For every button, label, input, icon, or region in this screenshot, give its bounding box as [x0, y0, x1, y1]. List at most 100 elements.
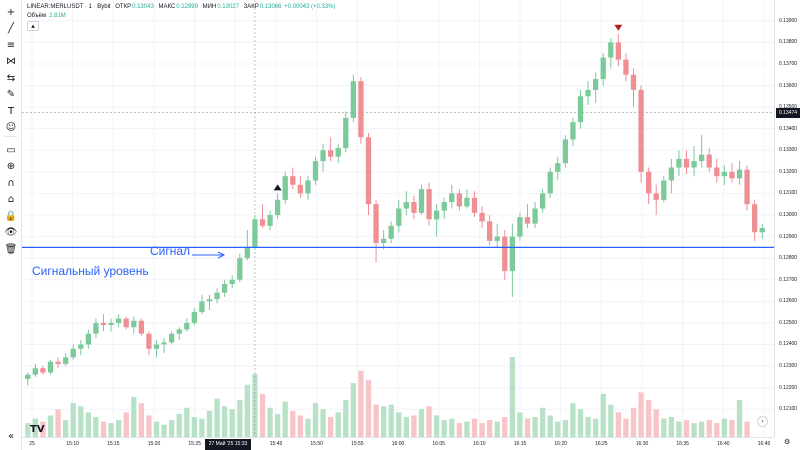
volume-bar	[25, 423, 31, 437]
lock-draw-icon[interactable]: ⌂	[7, 194, 15, 205]
price-scale[interactable]: 0.13474 0.13900 0.13800 0.13700 0.13600 0.13…	[774, 0, 800, 437]
volume-bar	[146, 415, 152, 437]
volume-bar	[343, 400, 349, 437]
volume-bar	[600, 393, 606, 437]
volume-bar	[577, 409, 584, 437]
brush-icon[interactable]: ✎	[6, 89, 16, 100]
price-tick-label: 0.13700	[779, 60, 798, 67]
symbol-title[interactable]: LINEAR:MERLUSDT · 1 · Bybit	[27, 4, 111, 10]
volume-bar	[418, 409, 425, 437]
lock-icon[interactable]: 🔒	[4, 210, 18, 222]
crosshair-icon[interactable]: +	[6, 6, 16, 18]
candle-body	[168, 333, 175, 343]
candle-body	[25, 374, 31, 379]
candle-body	[274, 199, 281, 215]
eye-icon[interactable]: 👁	[4, 227, 18, 238]
scroll-to-realtime-icon[interactable]: ›	[757, 416, 768, 427]
time-tick-label: 15:10	[66, 441, 79, 447]
volume-bar	[388, 404, 394, 437]
volume-bar	[138, 403, 145, 437]
volume-bar	[608, 404, 614, 437]
price-tick-label: 0.13100	[779, 190, 798, 197]
pattern-icon[interactable]: ⋈	[6, 56, 16, 67]
candle-body	[615, 42, 622, 60]
candle-body	[297, 184, 304, 194]
candle-body	[683, 158, 690, 168]
trendline-icon[interactable]: ╱	[7, 23, 15, 34]
candle-body	[645, 171, 652, 194]
text-icon[interactable]: T	[7, 105, 15, 117]
volume-bar	[282, 401, 288, 437]
candle-body	[600, 57, 606, 80]
candle-body	[343, 117, 349, 149]
candle-body	[661, 180, 667, 200]
candle-body	[502, 236, 508, 272]
candle-body	[570, 122, 576, 140]
volume-value: 2.81M	[49, 13, 66, 19]
drawing-toolbar: + ╱ ≡ ⋈ ⇆ ✎ T ☺ ▭ ⊕ ∩ ⌂ 🔒 👁 🗑 «	[0, 0, 22, 450]
chart-pane[interactable]	[22, 0, 774, 437]
zoom-in-icon[interactable]: ⊕	[6, 161, 16, 172]
candle-body	[229, 279, 235, 285]
volume-bar	[486, 420, 493, 437]
signal-annotation[interactable]: Сигнал	[150, 244, 191, 258]
volume-bar	[714, 423, 720, 437]
candle-body	[668, 167, 675, 181]
fib-icon[interactable]: ≡	[6, 39, 16, 51]
volume-bar	[62, 420, 69, 437]
price-tick-label: 0.13400	[779, 125, 798, 132]
candle-body	[47, 361, 54, 373]
volume-bar	[297, 415, 304, 437]
trash-icon[interactable]: 🗑	[4, 243, 18, 255]
volume-bar	[199, 418, 205, 437]
candle-body	[259, 219, 266, 226]
ruler-icon[interactable]: ▭	[6, 144, 16, 156]
price-tick-label: 0.12700	[779, 276, 798, 283]
volume-bar	[108, 423, 114, 437]
candle-body	[744, 169, 750, 205]
legend-collapse-icon[interactable]: ▴	[27, 21, 39, 31]
volume-bar	[244, 384, 251, 437]
candlestick-chart[interactable]	[22, 0, 774, 437]
candle-body	[312, 161, 319, 181]
volume-bar	[358, 370, 364, 437]
scale-settings-icon[interactable]: ⚙	[784, 438, 791, 446]
time-tick-label: 15:50	[310, 441, 323, 447]
high-label: МАКС	[158, 4, 176, 10]
candle-body	[221, 284, 228, 293]
magnet-icon[interactable]: ∩	[7, 177, 15, 189]
volume-bar	[403, 417, 410, 437]
price-tick-label: 0.13600	[779, 82, 798, 89]
candle-body	[78, 344, 84, 349]
candle-body	[206, 299, 213, 302]
candle-body	[706, 154, 712, 168]
emoji-icon[interactable]: ☺	[5, 122, 17, 133]
candle-body	[335, 148, 341, 157]
price-tick-label: 0.12400	[779, 341, 798, 348]
volume-bar	[449, 418, 455, 437]
time-tick-label: 16:05	[432, 441, 445, 447]
signal-level-annotation[interactable]: Сигнальный уровень	[32, 264, 149, 278]
time-tick-label: 25	[29, 441, 35, 447]
volume-bar	[441, 420, 447, 437]
candle-body	[237, 258, 243, 280]
candle-body	[517, 217, 523, 237]
candle-body	[350, 81, 357, 118]
toolbar-separator	[5, 136, 17, 137]
collapse-toolbar-icon[interactable]: «	[7, 430, 15, 442]
candle-body	[146, 333, 152, 349]
candle-body	[539, 193, 546, 209]
volume-bar	[40, 421, 46, 437]
volume-bar	[312, 403, 319, 437]
candle-body	[365, 137, 372, 205]
time-scale[interactable]: 16:45 16:40 16:35 16:30 16:25 16:20 16:15 16:10…	[22, 437, 774, 450]
candle-body	[153, 344, 160, 349]
projection-icon[interactable]: ⇆	[6, 72, 16, 84]
time-tick-label: 15:25	[188, 441, 201, 447]
volume-bar	[305, 418, 311, 437]
tradingview-logo-icon[interactable]: 𝗧𝗩	[30, 424, 45, 435]
price-tick-label: 0.13900	[779, 17, 798, 24]
volume-bar	[585, 417, 591, 437]
candle-body	[282, 176, 288, 200]
volume-bar	[176, 413, 182, 437]
